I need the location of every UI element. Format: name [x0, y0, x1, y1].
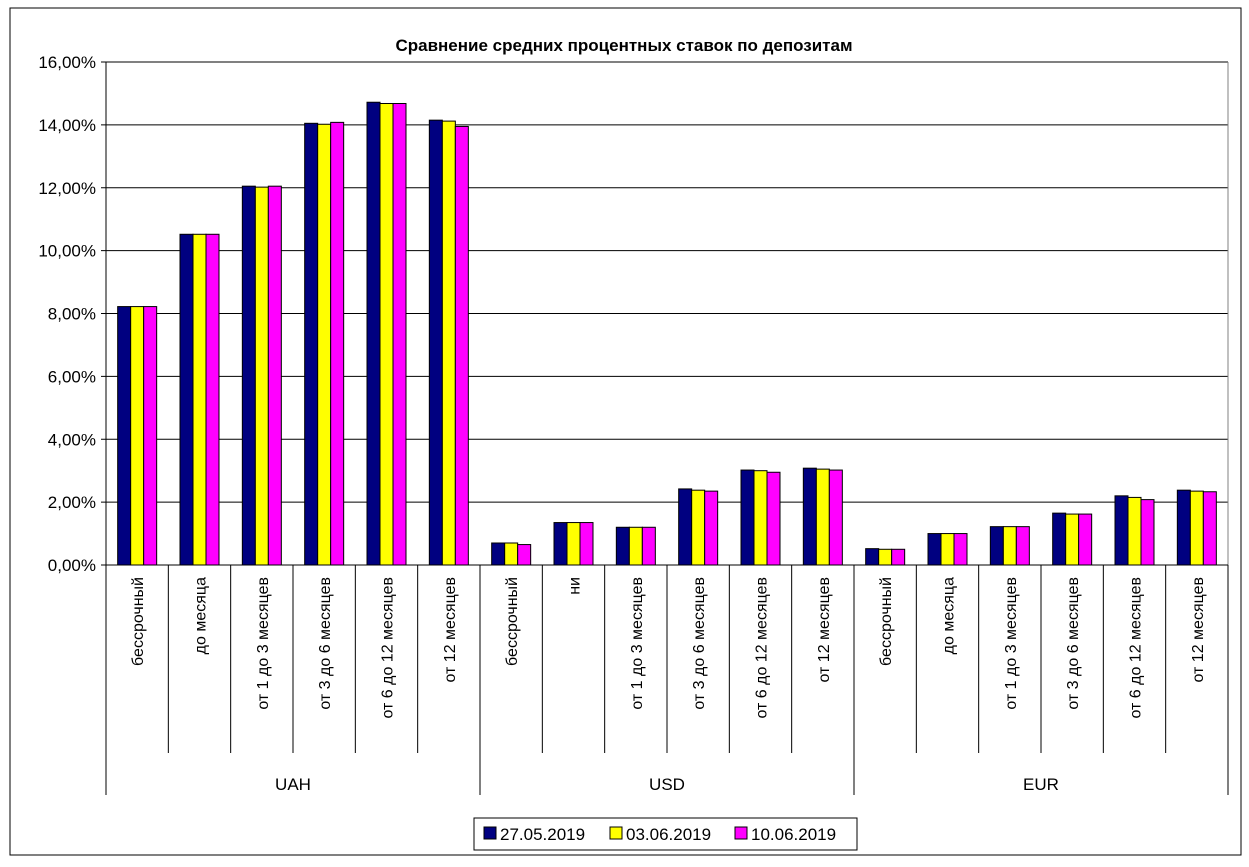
category-label: до месяца	[941, 577, 958, 654]
bar-03-06-2019-3	[317, 123, 332, 566]
category-label: от 1 до 3 месяцев	[255, 577, 272, 710]
category-label: от 1 до 3 месяцев	[1003, 577, 1020, 710]
bar-27-05-2019-17	[1176, 489, 1191, 566]
bar-27-05-2019-15	[1052, 512, 1067, 566]
y-tick-label: 0,00%	[48, 556, 96, 575]
bar-10-06-2019-11	[828, 469, 843, 566]
bar-03-06-2019-0	[130, 306, 145, 566]
y-tick-label: 2,00%	[48, 493, 96, 512]
bar-10-06-2019-14	[1015, 526, 1030, 566]
bar-10-06-2019-4	[392, 102, 407, 566]
bar-27-05-2019-8	[615, 526, 630, 566]
bar-03-06-2019-6	[504, 542, 519, 566]
bar-10-06-2019-9	[704, 490, 719, 566]
bar-03-06-2019-16	[1127, 496, 1142, 566]
bar-10-06-2019-1	[205, 233, 220, 566]
group-label-usd: USD	[649, 775, 685, 794]
category-label: от 3 до 6 месяцев	[317, 577, 334, 710]
category-label: от 1 до 3 месяцев	[629, 577, 646, 710]
bar-27-05-2019-4	[366, 101, 381, 566]
bar-10-06-2019-7	[579, 522, 594, 566]
bar-03-06-2019-7	[566, 522, 581, 566]
bar-10-06-2019-8	[641, 526, 656, 566]
y-tick-label: 8,00%	[48, 305, 96, 324]
bar-27-05-2019-7	[553, 522, 568, 566]
y-tick-label: 10,00%	[38, 242, 96, 261]
bar-03-06-2019-9	[691, 489, 706, 566]
category-label: бессрочный	[878, 577, 895, 666]
bar-03-06-2019-17	[1189, 490, 1204, 566]
bar-10-06-2019-16	[1140, 499, 1155, 566]
bar-10-06-2019-15	[1078, 513, 1093, 566]
x-axis: бессрочный до месяца от 1 до 3 месяцев от 3…	[105, 564, 1229, 795]
bar-10-06-2019-12	[891, 548, 906, 566]
bar-27-05-2019-11	[802, 467, 817, 566]
bar-10-06-2019-2	[267, 185, 282, 566]
bar-03-06-2019-8	[628, 526, 643, 566]
bar-27-05-2019-5	[428, 119, 443, 566]
bar-10-06-2019-3	[330, 121, 345, 566]
category-label: ни	[567, 577, 584, 595]
category-label: от 12 месяцев	[442, 577, 459, 683]
category-label: бессрочный	[504, 577, 521, 666]
bar-10-06-2019-17	[1202, 491, 1217, 566]
category-label: бессрочный	[130, 577, 147, 666]
bar-03-06-2019-15	[1065, 513, 1080, 566]
bar-03-06-2019-2	[254, 186, 269, 566]
bar-03-06-2019-1	[192, 233, 207, 566]
y-axis: 0,00% 2,00% 4,00% 6,00% 8,00% 10,00% 12,00% 14,…	[38, 53, 107, 575]
bar-27-05-2019-2	[241, 185, 256, 566]
bar-27-05-2019-14	[989, 526, 1004, 566]
group-label-uah: UAH	[275, 775, 311, 794]
bar-10-06-2019-13	[953, 533, 968, 566]
category-label: от 3 до 6 месяцев	[691, 577, 708, 710]
bars	[117, 101, 1217, 566]
group-label-eur: EUR	[1023, 775, 1059, 794]
bar-10-06-2019-10	[766, 471, 781, 566]
legend-swatch-03-06	[609, 826, 623, 840]
bar-27-05-2019-0	[117, 306, 132, 566]
bar-03-06-2019-13	[940, 533, 955, 566]
bar-10-06-2019-5	[454, 125, 469, 566]
y-tick-label: 6,00%	[48, 367, 96, 386]
bar-03-06-2019-5	[441, 120, 456, 566]
bar-03-06-2019-11	[815, 468, 830, 566]
bar-27-05-2019-10	[740, 469, 755, 566]
category-label: от 12 месяцев	[816, 577, 833, 683]
bar-03-06-2019-10	[753, 470, 768, 566]
bar-27-05-2019-3	[304, 122, 319, 566]
legend-swatch-27-05	[483, 826, 497, 840]
category-label: от 6 до 12 месяцев	[1128, 577, 1145, 719]
legend: 27.05.2019 03.06.2019 10.06.2019	[473, 817, 858, 851]
category-label: от 6 до 12 месяцев	[380, 577, 397, 719]
gridlines	[106, 61, 1229, 565]
y-tick-label: 16,00%	[38, 53, 96, 72]
y-tick-label: 14,00%	[38, 116, 96, 135]
bar-03-06-2019-12	[878, 548, 893, 566]
category-label: от 12 месяцев	[1190, 577, 1207, 683]
legend-label-27-05: 27.05.2019	[500, 825, 585, 844]
bar-27-05-2019-9	[678, 488, 693, 566]
chart-title: Сравнение средних процентных ставок по д…	[395, 36, 852, 55]
bar-03-06-2019-14	[1002, 526, 1017, 566]
bar-27-05-2019-1	[179, 233, 194, 566]
legend-label-10-06: 10.06.2019	[751, 825, 836, 844]
bar-27-05-2019-13	[927, 533, 942, 566]
bar-10-06-2019-6	[517, 544, 532, 566]
category-label: от 6 до 12 месяцев	[754, 577, 771, 719]
category-label: до месяца	[193, 577, 210, 654]
legend-label-03-06: 03.06.2019	[626, 825, 711, 844]
bar-10-06-2019-0	[143, 306, 158, 566]
category-label: от 3 до 6 месяцев	[1065, 577, 1082, 710]
y-tick-label: 12,00%	[38, 179, 96, 198]
legend-box	[473, 817, 858, 851]
legend-swatch-10-06	[734, 826, 748, 840]
y-tick-label: 4,00%	[48, 430, 96, 449]
bar-03-06-2019-4	[379, 102, 394, 566]
bar-27-05-2019-6	[491, 542, 506, 566]
bar-27-05-2019-12	[865, 548, 880, 566]
bar-27-05-2019-16	[1114, 495, 1129, 566]
